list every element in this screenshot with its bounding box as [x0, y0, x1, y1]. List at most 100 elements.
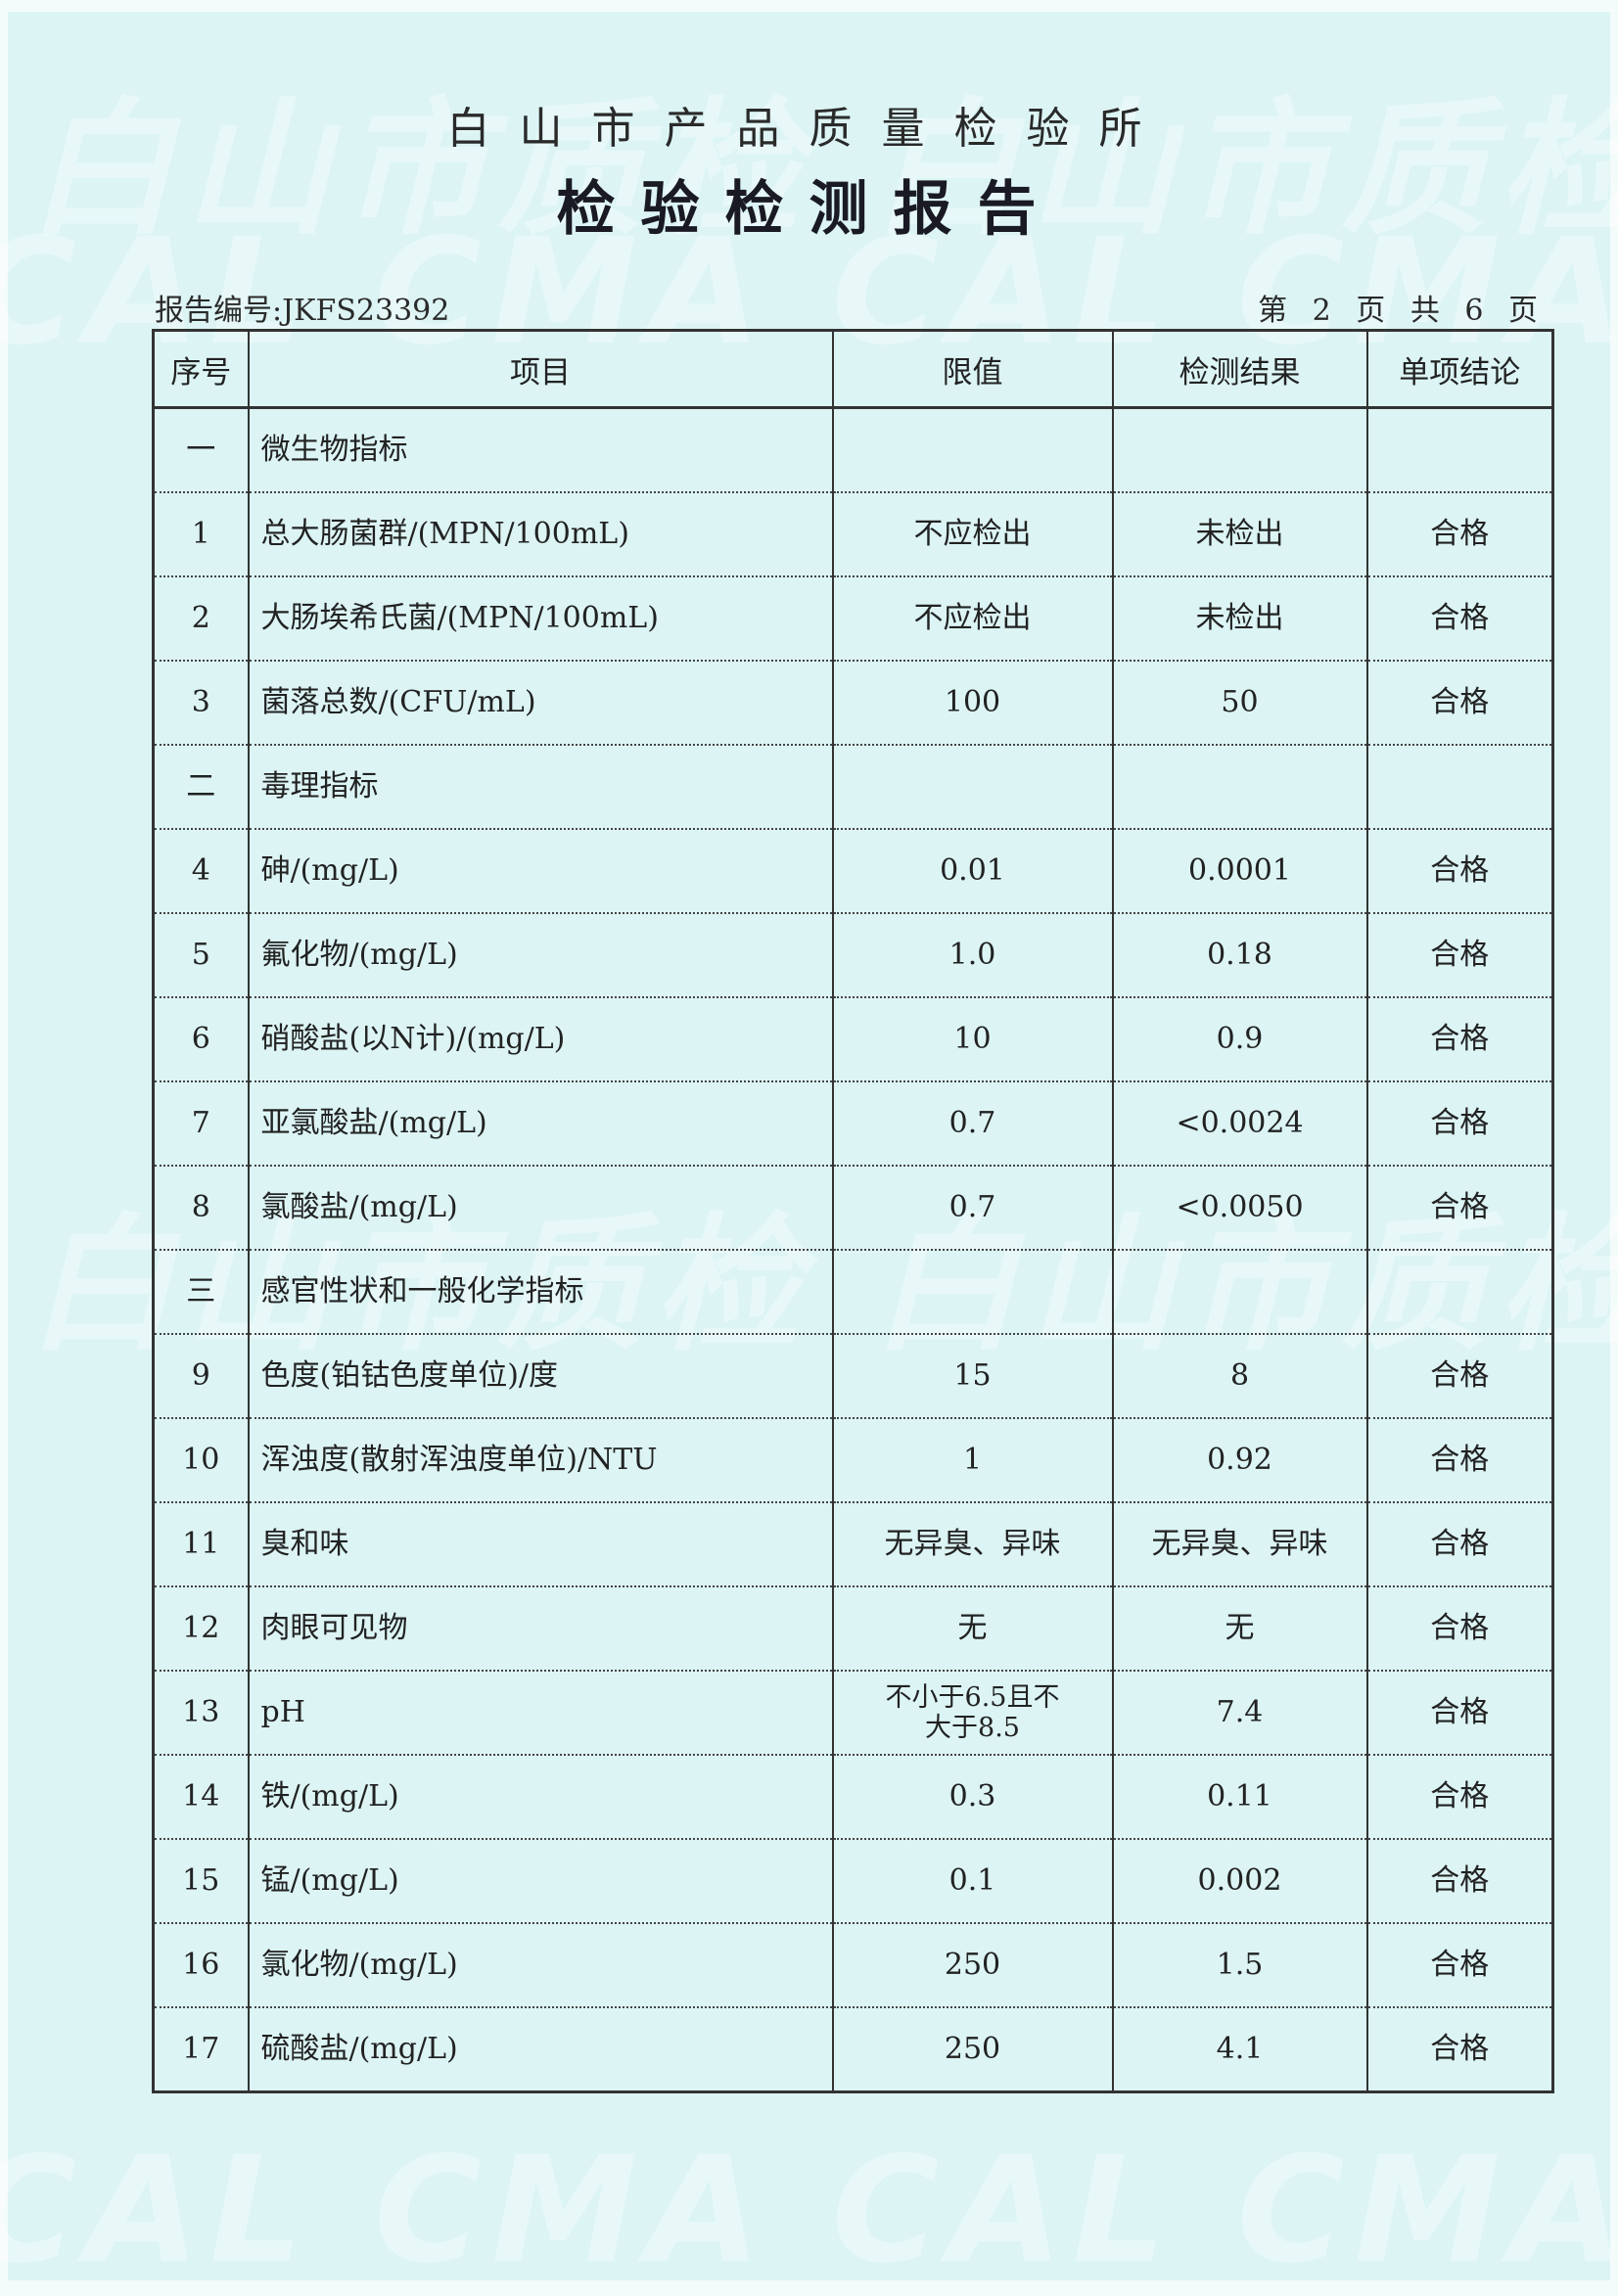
cell-result: 4.1	[1111, 2007, 1368, 2092]
cell-item: 臭和味	[247, 1502, 834, 1587]
cell-result: <0.0050	[1111, 1166, 1368, 1251]
table-row: 9 色度(铂钴色度单位)/度 15 8 合格	[152, 1334, 1554, 1419]
cell-result: 未检出	[1111, 492, 1368, 577]
cell-result: 0.002	[1111, 1839, 1368, 1924]
cell-result	[1111, 1250, 1368, 1335]
cell-conclusion: 合格	[1365, 576, 1554, 662]
table-row: 2 大肠埃希氏菌/(MPN/100mL) 不应检出 未检出 合格	[152, 576, 1554, 662]
cell-limit: 不小于6.5且不大于8.5	[831, 1671, 1114, 1756]
cell-limit: 0.3	[831, 1755, 1114, 1840]
table-row: 14 铁/(mg/L) 0.3 0.11 合格	[152, 1755, 1554, 1840]
table-row: 7 亚氯酸盐/(mg/L) 0.7 <0.0024 合格	[152, 1081, 1554, 1167]
cell-limit: 10	[831, 997, 1114, 1082]
institute-name: 白山市产品质量检验所	[446, 104, 1172, 154]
cell-no: 3	[152, 661, 250, 746]
table-row: 4 砷/(mg/L) 0.01 0.0001 合格	[152, 829, 1554, 914]
cell-no: 三	[152, 1250, 250, 1335]
cell-item: 菌落总数/(CFU/mL)	[247, 661, 834, 746]
cell-conclusion: 合格	[1365, 997, 1554, 1082]
cell-no: 10	[152, 1418, 250, 1503]
cell-item: pH	[247, 1671, 834, 1756]
col-header-no: 序号	[152, 330, 250, 409]
cell-limit	[831, 407, 1114, 493]
cell-limit: 不应检出	[831, 492, 1114, 577]
table-row: 5 氟化物/(mg/L) 1.0 0.18 合格	[152, 913, 1554, 998]
cell-conclusion: 合格	[1365, 661, 1554, 746]
cell-limit: 0.7	[831, 1081, 1114, 1167]
cell-no: 一	[152, 407, 250, 493]
page-info: 第 2 页 共 6 页	[1258, 294, 1546, 328]
cell-result: 0.0001	[1111, 829, 1368, 914]
cell-no: 7	[152, 1081, 250, 1167]
cell-item: 氯化物/(mg/L)	[247, 1923, 834, 2008]
cell-limit	[831, 745, 1114, 830]
cell-result: 0.92	[1111, 1418, 1368, 1503]
report-number: 报告编号:JKFS23392	[155, 294, 450, 328]
cell-no: 17	[152, 2007, 250, 2092]
table-row: 15 锰/(mg/L) 0.1 0.002 合格	[152, 1839, 1554, 1924]
cell-conclusion: 合格	[1365, 1586, 1554, 1672]
cell-item: 硫酸盐/(mg/L)	[247, 2007, 834, 2092]
cell-result: 1.5	[1111, 1923, 1368, 2008]
table-row: 二毒理指标	[152, 745, 1554, 830]
cell-conclusion	[1365, 745, 1554, 830]
cell-result	[1111, 745, 1368, 830]
col-header-result: 检测结果	[1111, 330, 1368, 409]
cell-item: 微生物指标	[247, 407, 834, 493]
cell-item: 氟化物/(mg/L)	[247, 913, 834, 998]
cell-no: 16	[152, 1923, 250, 2008]
results-table: 序号 项目 限值 检测结果 单项结论 一微生物指标 1 总大肠菌群/(MPN/100…	[152, 329, 1554, 2093]
report-title: 检验检测报告	[556, 175, 1062, 244]
cell-item: 毒理指标	[247, 745, 834, 830]
cell-item: 大肠埃希氏菌/(MPN/100mL)	[247, 576, 834, 662]
cell-result: 0.9	[1111, 997, 1368, 1082]
cell-no: 4	[152, 829, 250, 914]
cell-no: 二	[152, 745, 250, 830]
col-header-item: 项目	[247, 330, 834, 409]
cell-conclusion: 合格	[1365, 1334, 1554, 1419]
cell-item: 亚氯酸盐/(mg/L)	[247, 1081, 834, 1167]
cell-item: 锰/(mg/L)	[247, 1839, 834, 1924]
cell-limit: 250	[831, 1923, 1114, 2008]
cell-conclusion: 合格	[1365, 1081, 1554, 1167]
cell-result: 0.18	[1111, 913, 1368, 998]
cell-item: 砷/(mg/L)	[247, 829, 834, 914]
cell-conclusion	[1365, 1250, 1554, 1335]
table-row: 一微生物指标	[152, 407, 1554, 493]
cell-result: 0.11	[1111, 1755, 1368, 1840]
watermark: 白山市质检 白山市质检	[27, 85, 1618, 255]
cell-result: 7.4	[1111, 1671, 1368, 1756]
cell-no: 14	[152, 1755, 250, 1840]
cell-result: 8	[1111, 1334, 1368, 1419]
table-row: 13 pH 不小于6.5且不大于8.5 7.4 合格	[152, 1671, 1554, 1756]
cell-conclusion: 合格	[1365, 1502, 1554, 1587]
cell-limit: 100	[831, 661, 1114, 746]
cell-limit: 15	[831, 1334, 1114, 1419]
cell-limit: 无异臭、异味	[831, 1502, 1114, 1587]
cell-item: 铁/(mg/L)	[247, 1755, 834, 1840]
cell-result: 未检出	[1111, 576, 1368, 662]
cell-result: 50	[1111, 661, 1368, 746]
cell-no: 9	[152, 1334, 250, 1419]
table-row: 17 硫酸盐/(mg/L) 250 4.1 合格	[152, 2007, 1554, 2092]
cell-no: 11	[152, 1502, 250, 1587]
cell-item: 硝酸盐(以N计)/(mg/L)	[247, 997, 834, 1082]
cell-result: <0.0024	[1111, 1081, 1368, 1167]
cell-result: 无	[1111, 1586, 1368, 1672]
table-row: 3 菌落总数/(CFU/mL) 100 50 合格	[152, 661, 1554, 746]
cell-conclusion: 合格	[1365, 1418, 1554, 1503]
table-row: 11 臭和味 无异臭、异味 无异臭、异味 合格	[152, 1502, 1554, 1587]
cell-conclusion: 合格	[1365, 1166, 1554, 1251]
cell-limit: 1	[831, 1418, 1114, 1503]
cell-no: 12	[152, 1586, 250, 1672]
cell-conclusion: 合格	[1365, 1755, 1554, 1840]
cell-limit	[831, 1250, 1114, 1335]
cell-limit: 0.7	[831, 1166, 1114, 1251]
cell-conclusion: 合格	[1365, 2007, 1554, 2092]
cell-item: 肉眼可见物	[247, 1586, 834, 1672]
table-row: 1 总大肠菌群/(MPN/100mL) 不应检出 未检出 合格	[152, 492, 1554, 577]
cell-conclusion: 合格	[1365, 492, 1554, 577]
cell-result	[1111, 407, 1368, 493]
cell-no: 15	[152, 1839, 250, 1924]
cell-no: 13	[152, 1671, 250, 1756]
